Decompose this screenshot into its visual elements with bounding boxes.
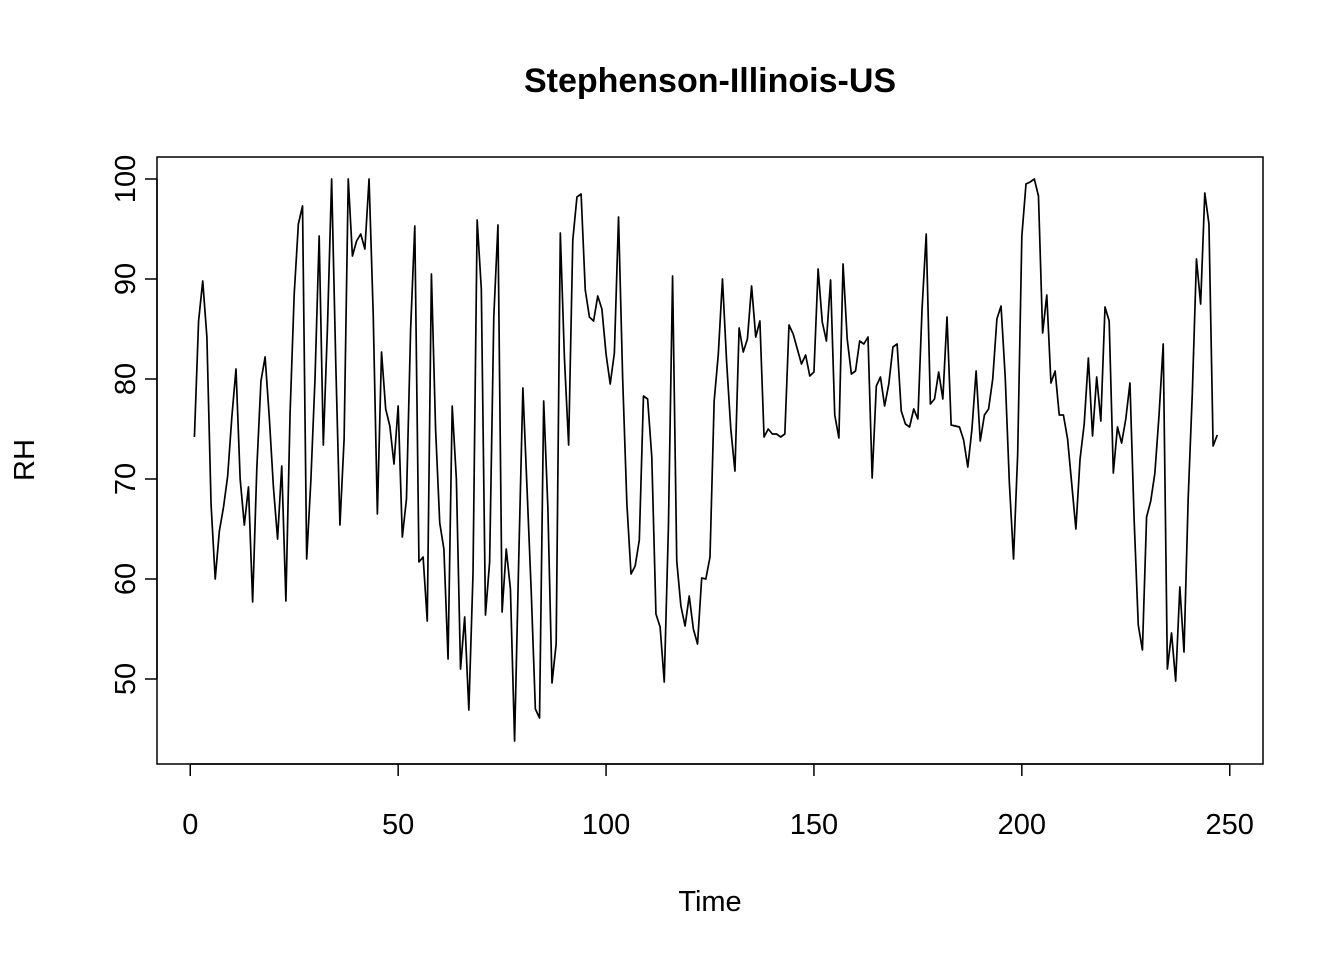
x-tick-label: 0	[182, 809, 198, 841]
series-line	[193, 178, 1219, 742]
x-axis-label: Time	[678, 886, 741, 918]
x-tick-label: 100	[582, 809, 630, 841]
y-axis: 50 60 70 80 90 100	[110, 155, 158, 695]
y-tick-label: 100	[110, 155, 142, 203]
y-tick-label: 70	[110, 463, 142, 495]
x-tick-label: 200	[998, 809, 1046, 841]
x-tick-label: 150	[790, 809, 838, 841]
series-layer	[193, 178, 1219, 742]
chart-title: Stephenson-Illinois-US	[524, 62, 896, 100]
x-tick-label: 50	[382, 809, 414, 841]
x-axis: 0 50 100 150 200 250	[182, 763, 1254, 841]
x-tick-label: 250	[1206, 809, 1254, 841]
y-tick-label: 80	[110, 363, 142, 395]
y-tick-label: 90	[110, 263, 142, 295]
y-tick-label: 60	[110, 563, 142, 595]
y-tick-label: 50	[110, 663, 142, 695]
y-axis-label: RH	[9, 439, 41, 481]
